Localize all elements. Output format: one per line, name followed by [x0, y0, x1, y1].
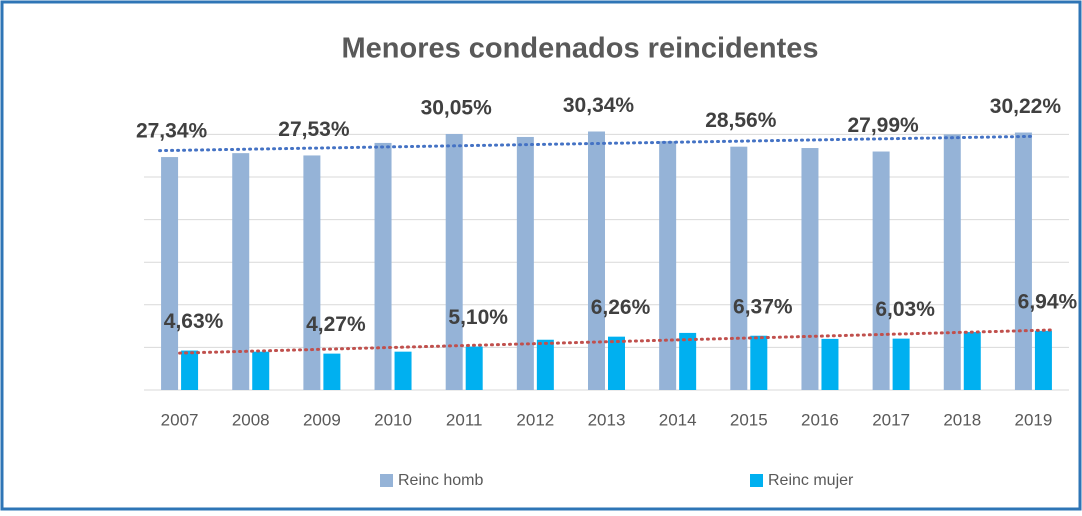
- x-tick-label: 2012: [516, 410, 554, 429]
- bar: [516, 136, 534, 390]
- trendline: [158, 134, 1035, 153]
- bar: [161, 157, 179, 390]
- bar: [872, 151, 890, 390]
- data-label: 6,37%: [733, 295, 793, 318]
- data-label: 28,56%: [705, 109, 777, 132]
- data-label: 6,94%: [1018, 290, 1078, 313]
- bar: [536, 339, 554, 390]
- bar: [1034, 330, 1052, 390]
- x-tick-label: 2007: [161, 410, 199, 429]
- data-label: 27,34%: [136, 120, 208, 143]
- bar: [943, 134, 961, 390]
- data-label: 4,63%: [164, 310, 224, 333]
- chart-title: Menores condenados reincidentes: [341, 33, 818, 65]
- data-label: 30,34%: [563, 94, 635, 117]
- x-tick-label: 2013: [588, 410, 626, 429]
- bar: [394, 351, 412, 390]
- data-label: 30,22%: [990, 95, 1062, 118]
- trendline: [178, 328, 1055, 355]
- bar: [659, 141, 677, 390]
- data-label: 27,99%: [847, 114, 919, 137]
- bar: [374, 142, 392, 390]
- bar: [679, 332, 697, 390]
- legend-label: Reinc homb: [398, 472, 483, 489]
- data-label: 4,27%: [306, 313, 366, 336]
- x-tick-label: 2015: [730, 410, 768, 429]
- legend-label: Reinc mujer: [768, 472, 854, 489]
- bar: [465, 346, 483, 390]
- data-label: 6,26%: [591, 296, 651, 319]
- bar: [303, 155, 321, 390]
- bar: [1014, 132, 1032, 390]
- data-label: 30,05%: [421, 97, 493, 120]
- x-tick-label: 2010: [374, 410, 412, 429]
- bar: [181, 350, 199, 390]
- bar: [588, 131, 605, 390]
- data-label: 27,53%: [278, 118, 350, 141]
- bar: [892, 338, 910, 390]
- x-tick-label: 2009: [303, 410, 341, 429]
- data-label: 5,10%: [448, 306, 508, 329]
- bar: [821, 338, 839, 390]
- bar: [252, 351, 270, 390]
- legend-swatch: [750, 474, 763, 487]
- x-tick-label: 2008: [232, 410, 270, 429]
- x-tick-label: 2017: [872, 410, 910, 429]
- bar: [730, 146, 748, 390]
- bar: [323, 353, 341, 390]
- bar: [608, 336, 625, 390]
- x-tick-label: 2018: [943, 410, 981, 429]
- bar: [963, 332, 981, 390]
- x-tick-label: 2016: [801, 410, 839, 429]
- data-label: 6,03%: [875, 298, 935, 321]
- x-tick-label: 2019: [1015, 410, 1053, 429]
- bar: [232, 153, 250, 390]
- bar: [801, 148, 819, 390]
- x-tick-label: 2011: [446, 410, 483, 429]
- legend-swatch: [380, 474, 393, 487]
- x-tick-label: 2014: [659, 410, 697, 429]
- bar: [445, 133, 463, 390]
- bar: [750, 335, 768, 390]
